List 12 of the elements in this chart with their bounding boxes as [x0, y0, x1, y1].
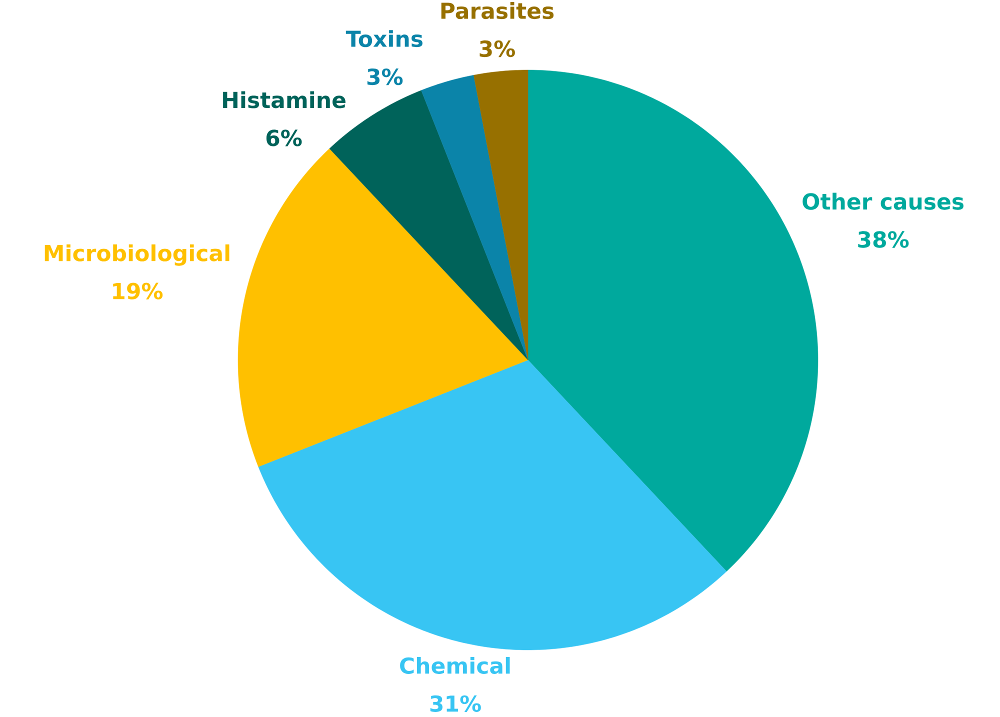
- data-label: 3%: [367, 68, 403, 86]
- data-label: 38%: [858, 231, 909, 248]
- data-label: 31%: [430, 695, 481, 712]
- slice-label: Toxins: [346, 30, 422, 48]
- slice-label: Microbiological: [44, 244, 230, 266]
- slice-label: Parasites: [441, 2, 554, 20]
- slice-label: Other causes: [802, 192, 964, 210]
- data-label: 6%: [266, 130, 302, 146]
- slice-label: Histamine: [223, 91, 346, 108]
- data-label: 3%: [480, 40, 515, 58]
- data-label: 19%: [113, 282, 163, 300]
- slice-label: Chemical: [400, 656, 510, 674]
